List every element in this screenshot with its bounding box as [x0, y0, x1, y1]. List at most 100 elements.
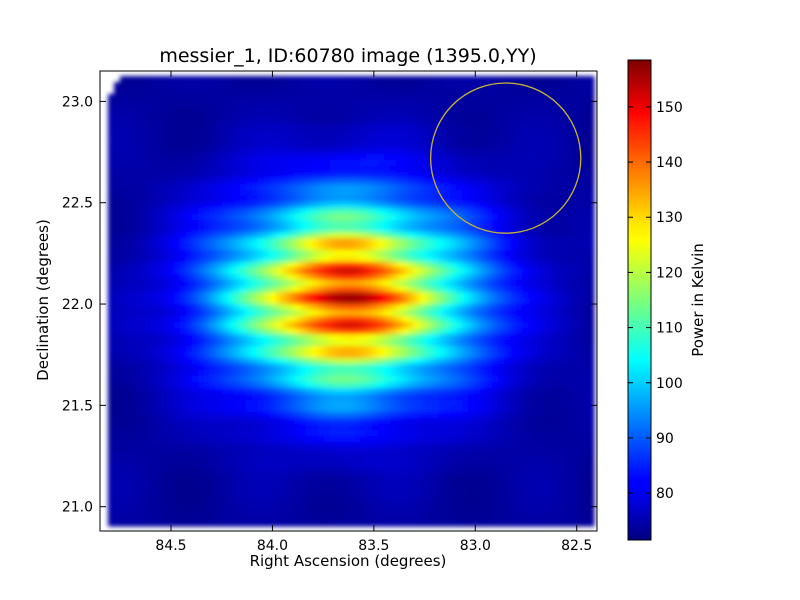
heatmap-cell — [360, 412, 367, 419]
heatmap-cell — [576, 268, 583, 275]
heatmap-cell — [216, 226, 223, 233]
heatmap-cell — [354, 214, 361, 221]
heatmap-cell — [330, 220, 337, 227]
heatmap-cell — [450, 76, 457, 83]
heatmap-cell — [450, 112, 457, 119]
heatmap-cell — [318, 280, 325, 287]
heatmap-cell — [234, 166, 241, 173]
heatmap-cell — [402, 142, 409, 149]
heatmap-cell — [270, 280, 277, 287]
heatmap-cell — [528, 292, 535, 299]
heatmap-cell — [246, 346, 253, 353]
heatmap-cell — [114, 412, 121, 419]
heatmap-cell — [492, 274, 499, 281]
heatmap-cell — [372, 394, 379, 401]
heatmap-cell — [204, 100, 211, 107]
heatmap-cell — [330, 394, 337, 401]
heatmap-cell — [492, 106, 499, 113]
heatmap-cell — [384, 406, 391, 413]
heatmap-cell — [204, 148, 211, 155]
heatmap-cell — [366, 142, 373, 149]
heatmap-cell — [372, 124, 379, 131]
heatmap-cell — [570, 280, 577, 287]
heatmap-cell — [150, 304, 157, 311]
heatmap-cell — [384, 304, 391, 311]
heatmap-cell — [348, 88, 355, 95]
heatmap-cell — [504, 418, 511, 425]
heatmap-cell — [438, 310, 445, 317]
heatmap-cell — [360, 250, 367, 257]
heatmap-cell — [270, 244, 277, 251]
heatmap-cell — [522, 400, 529, 407]
heatmap-cell — [396, 88, 403, 95]
heatmap-cell — [264, 82, 271, 89]
heatmap-cell — [564, 412, 571, 419]
heatmap-cell — [258, 298, 265, 305]
heatmap-cell — [480, 376, 487, 383]
heatmap-cell — [114, 388, 121, 395]
heatmap-cell — [492, 406, 499, 413]
heatmap-cell — [312, 154, 319, 161]
heatmap-cell — [462, 394, 469, 401]
heatmap-cell — [180, 436, 187, 443]
heatmap-cell — [384, 148, 391, 155]
heatmap-cell — [432, 190, 439, 197]
heatmap-cell — [252, 196, 259, 203]
heatmap-cell — [492, 328, 499, 335]
heatmap-cell — [438, 406, 445, 413]
heatmap-cell — [234, 232, 241, 239]
heatmap-cell — [174, 220, 181, 227]
heatmap-cell — [552, 268, 559, 275]
heatmap-cell — [546, 412, 553, 419]
heatmap-cell — [492, 262, 499, 269]
heatmap-cell — [468, 430, 475, 437]
heatmap-cell — [486, 328, 493, 335]
heatmap-cell — [372, 112, 379, 119]
heatmap-cell — [534, 166, 541, 173]
heatmap-cell — [456, 442, 463, 449]
heatmap-cell — [354, 94, 361, 101]
heatmap-cell — [516, 298, 523, 305]
heatmap-cell — [396, 160, 403, 167]
heatmap-cell — [432, 256, 439, 263]
heatmap-cell — [426, 328, 433, 335]
heatmap-cell — [282, 166, 289, 173]
heatmap-cell — [336, 352, 343, 359]
heatmap-cell — [270, 106, 277, 113]
heatmap-cell — [366, 436, 373, 443]
heatmap-cell — [240, 184, 247, 191]
heatmap-cell — [498, 202, 505, 209]
heatmap-cell — [420, 346, 427, 353]
heatmap-cell — [480, 310, 487, 317]
heatmap-cell — [240, 148, 247, 155]
heatmap-cell — [216, 172, 223, 179]
heatmap-cell — [276, 418, 283, 425]
heatmap-cell — [474, 82, 481, 89]
heatmap-cell — [462, 136, 469, 143]
heatmap-cell — [582, 100, 589, 107]
heatmap-cell — [582, 388, 589, 395]
heatmap-cell — [162, 436, 169, 443]
heatmap-cell — [198, 286, 205, 293]
heatmap-cell — [336, 226, 343, 233]
heatmap-cell — [456, 334, 463, 341]
heatmap-cell — [480, 100, 487, 107]
heatmap-cell — [528, 220, 535, 227]
heatmap-cell — [444, 280, 451, 287]
heatmap-cell — [234, 364, 241, 371]
heatmap-cell — [222, 346, 229, 353]
heatmap-cell — [312, 106, 319, 113]
heatmap-cell — [138, 358, 145, 365]
heatmap-cell — [336, 316, 343, 323]
heatmap-cell — [186, 106, 193, 113]
heatmap-cell — [300, 160, 307, 167]
heatmap-cell — [570, 250, 577, 257]
heatmap-cell — [120, 316, 127, 323]
heatmap-cell — [462, 304, 469, 311]
heatmap-cell — [540, 316, 547, 323]
heatmap-cell — [570, 310, 577, 317]
heatmap-cell — [324, 358, 331, 365]
heatmap-cell — [582, 178, 589, 185]
heatmap-cell — [162, 226, 169, 233]
heatmap-cell — [174, 436, 181, 443]
